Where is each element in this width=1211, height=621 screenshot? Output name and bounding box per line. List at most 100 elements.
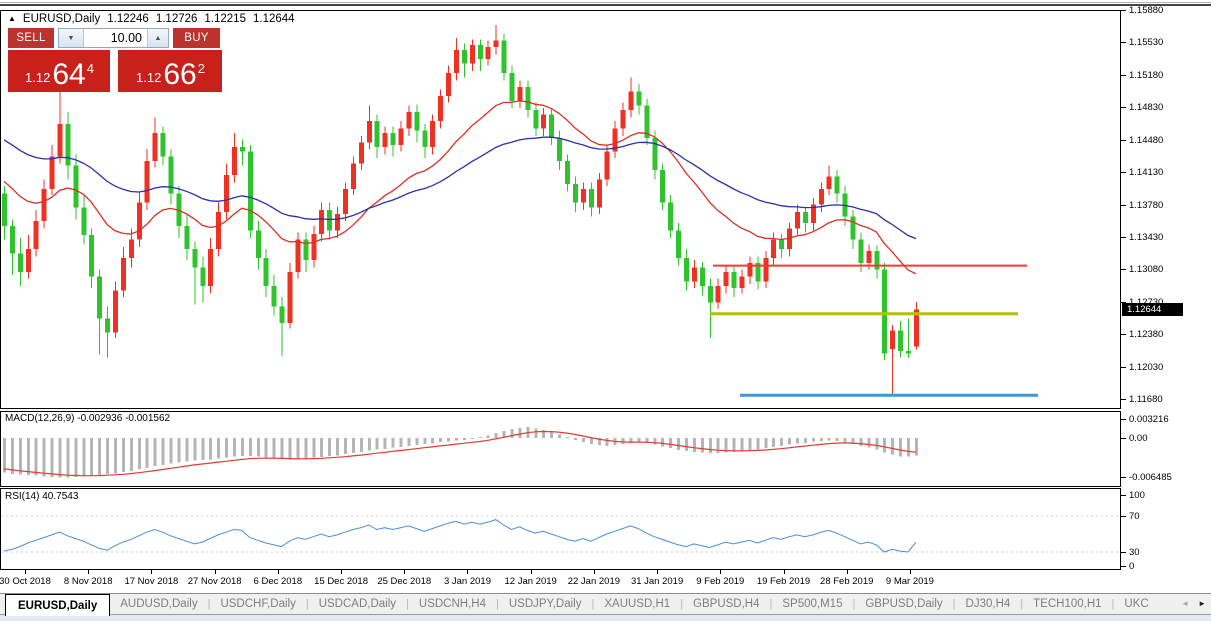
tab-audusd-daily[interactable]: AUDUSD,Daily	[120, 598, 198, 610]
tab-usdjpy-daily[interactable]: USDJPY,Daily	[508, 598, 582, 610]
date-tick	[657, 570, 658, 574]
rsi-tick-100: 100	[1129, 490, 1145, 501]
date-label: 9 Mar 2019	[885, 576, 934, 587]
tab-dj30-h4[interactable]: DJ30,H4	[965, 598, 1011, 610]
price-tick-1.14130-tick	[1121, 172, 1126, 173]
price-tick-1.12380-tick	[1121, 334, 1126, 335]
volume-increase-button[interactable]: ▲	[147, 29, 168, 47]
tab-bar-underline	[0, 614, 1211, 615]
price-tick-1.14480: 1.14480	[1129, 134, 1164, 146]
price-tick-1.11680-tick	[1121, 399, 1126, 400]
price-tick-1.12730: 1.12730	[1129, 297, 1163, 308]
date-label: 6 Dec 2018	[253, 576, 303, 587]
chart-tab-bar: EURUSD,Daily AUDUSD,Daily | USDCHF,Daily | U…	[0, 593, 1211, 616]
date-label: 8 Nov 2018	[63, 576, 113, 587]
volume-decrease-button[interactable]: ▼	[59, 29, 84, 47]
buy-button[interactable]: BUY	[173, 28, 220, 48]
tab-gbpusd-daily[interactable]: GBPUSD,Daily	[865, 598, 943, 610]
tab-usdchf-daily[interactable]: USDCHF,Daily	[220, 598, 296, 610]
price-tick-1.13080: 1.13080	[1129, 264, 1164, 276]
macd-tick-0.00: 0.00	[1129, 433, 1148, 444]
volume-input[interactable]	[84, 29, 147, 47]
tab-divider: |	[1020, 598, 1024, 610]
sell-price-panel[interactable]: 1.12 64 4	[8, 50, 110, 92]
ohlc-low: 1.12215	[204, 13, 246, 25]
sell-price-prefix: 1.12	[25, 70, 51, 85]
rsi-tick-100-tick	[1121, 495, 1126, 496]
tab-ukc[interactable]: UKC	[1124, 598, 1149, 610]
tab-xauusd-h1[interactable]: XAUUSD,H1	[604, 598, 671, 610]
rsi-tick-0-tick	[1121, 566, 1126, 567]
date-tick	[594, 570, 595, 574]
rsi-tick-70-tick	[1121, 516, 1126, 517]
date-tick	[467, 570, 468, 574]
date-label: 9 Feb 2019	[696, 576, 745, 587]
price-tick-1.12030-tick	[1121, 367, 1126, 368]
sell-price-sup: 4	[86, 61, 94, 76]
date-tick	[151, 570, 152, 574]
date-tick	[404, 570, 405, 574]
collapse-triangle-icon[interactable]: ▲	[8, 14, 16, 23]
date-tick	[720, 570, 721, 574]
tab-divider: |	[406, 598, 409, 610]
date-tick	[784, 570, 785, 574]
tab-divider: |	[952, 598, 956, 610]
tab-divider: |	[207, 598, 211, 610]
candlestick-chart[interactable]	[0, 0, 1211, 593]
tab-divider: |	[852, 598, 856, 610]
ohlc-open: 1.12246	[107, 13, 149, 25]
tab-sp500-m15[interactable]: SP500,M15	[782, 598, 843, 610]
tab-divider: |	[1111, 598, 1115, 610]
macd-tick-0.003216-tick	[1121, 419, 1126, 420]
tab-usdcad-daily[interactable]: USDCAD,Daily	[318, 598, 397, 610]
price-tick-1.11680: 1.11680	[1129, 394, 1163, 405]
toolbar-edge-dark	[0, 4, 1211, 6]
current-price-tag: 1.12644	[1122, 303, 1183, 317]
price-tick-1.14830: 1.14830	[1129, 102, 1164, 114]
date-tick	[847, 570, 848, 574]
date-tick	[910, 570, 911, 574]
tab-divider: |	[680, 598, 684, 610]
volume-spinner: ▼ ▲	[58, 28, 169, 48]
sell-price-big: 64	[52, 58, 86, 91]
symbol-ohlc-bar: ▲ EURUSD,Daily 1.12246 1.12726 1.12215 1…	[8, 13, 295, 25]
rsi-tick-0: 0	[1129, 561, 1135, 572]
macd-tick--0.006485: -0.006485	[1129, 471, 1172, 483]
macd-indicator-label: MACD(12,26,9) -0.002936 -0.001562	[5, 413, 171, 424]
tab-scroll-left-icon[interactable]: ◄	[1181, 599, 1190, 608]
tab-eurusd-daily-active[interactable]: EURUSD,Daily	[5, 594, 111, 616]
date-tick	[88, 570, 89, 574]
date-label: 17 Nov 2018	[124, 576, 179, 587]
price-tick-1.13780-tick	[1121, 205, 1126, 206]
macd-tick-0.00-tick	[1121, 438, 1126, 439]
date-label: 30 Oct 2018	[0, 576, 51, 587]
tab-usdcnh-h4[interactable]: USDCNH,H4	[418, 598, 486, 610]
price-tick-1.13430: 1.13430	[1129, 231, 1164, 243]
tab-tech100-h1[interactable]: TECH100,H1	[1033, 598, 1102, 610]
tab-divider: |	[769, 598, 773, 610]
buy-price-panel[interactable]: 1.12 66 2	[118, 50, 222, 92]
buy-price-prefix: 1.12	[136, 70, 162, 85]
tab-divider: |	[591, 598, 595, 610]
date-tick	[531, 570, 532, 574]
date-label: 27 Nov 2018	[187, 576, 242, 587]
ohlc-high: 1.12726	[155, 13, 198, 25]
tab-divider: |	[495, 598, 499, 610]
toolbar-edge-light	[0, 2, 1211, 3]
tab-gbpusd-h4[interactable]: GBPUSD,H4	[693, 598, 760, 610]
price-tick-1.13430-tick	[1121, 237, 1126, 238]
macd-histogram	[3, 427, 918, 478]
rsi-tick-30-tick	[1121, 552, 1126, 553]
date-label: 3 Jan 2019	[443, 576, 491, 587]
symbol-name: EURUSD,Daily	[22, 13, 101, 25]
date-label: 15 Dec 2018	[314, 576, 368, 587]
macd-tick-0.003216: 0.003216	[1129, 413, 1169, 425]
tab-scroll-right-icon[interactable]: ►	[1198, 599, 1206, 608]
macd-signal-line	[3, 430, 917, 477]
sell-button[interactable]: SELL	[8, 28, 54, 48]
price-tick-1.15880: 1.15880	[1129, 5, 1164, 16]
macd-tick--0.006485-tick	[1121, 477, 1126, 478]
date-label: 22 Jan 2019	[567, 576, 621, 587]
price-tick-1.14480-tick	[1121, 140, 1126, 141]
